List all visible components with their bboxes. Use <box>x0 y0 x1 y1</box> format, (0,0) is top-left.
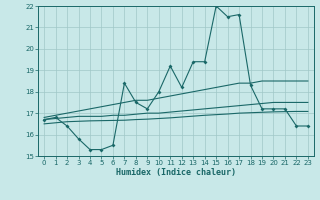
X-axis label: Humidex (Indice chaleur): Humidex (Indice chaleur) <box>116 168 236 177</box>
